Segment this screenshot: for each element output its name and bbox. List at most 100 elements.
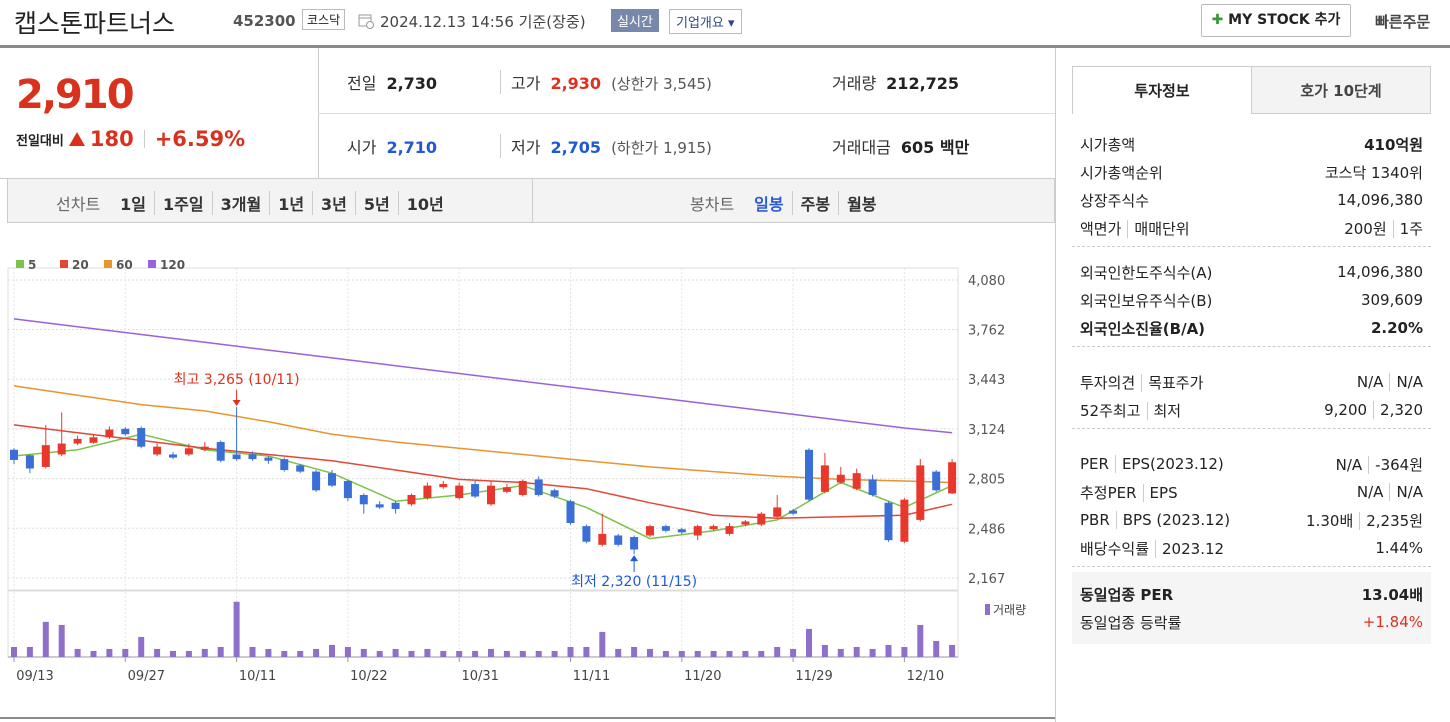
candle-body — [232, 454, 241, 460]
info-section: 투자의견 목표주가 N/A N/A 52주최고 최저 9,200 2,320 — [1072, 364, 1431, 429]
x-tick-label: 10/22 — [350, 669, 387, 684]
info-row: 투자의견 목표주가 N/A N/A — [1072, 368, 1431, 396]
tab-item[interactable]: 3년 — [312, 191, 355, 215]
candle-body — [153, 446, 162, 455]
candle-body — [248, 454, 257, 460]
label-part: 외국인한도주식수(A) — [1080, 263, 1213, 282]
value-part: 200원 — [1344, 219, 1387, 238]
info-row: 상장주식수 14,096,380 — [1072, 186, 1431, 214]
summary-field: 시가 2,710 — [347, 134, 437, 158]
volume-bar — [360, 648, 367, 657]
label-part: 시가총액 — [1080, 135, 1136, 154]
tab-item[interactable]: 주봉 — [791, 191, 838, 215]
stock-name: 캡스톤파트너스 — [14, 9, 176, 38]
tab-label: 봉차트 — [690, 195, 735, 214]
candle-body — [137, 427, 146, 447]
info-tab[interactable]: 투자정보 — [1072, 66, 1252, 114]
volume-bar — [313, 648, 320, 657]
y-tick-label: 3,762 — [968, 324, 1005, 339]
volume-bar — [456, 650, 463, 657]
label-part: 동일업종 등락률 — [1080, 613, 1182, 632]
volume-bar — [249, 646, 256, 657]
mystock-button[interactable]: ✚ MY STOCK 추가 — [1201, 4, 1351, 37]
candle-body — [550, 490, 559, 497]
candle-body — [709, 526, 718, 530]
label-part: 동일업종 PER — [1080, 585, 1174, 604]
volume-bar — [106, 648, 113, 657]
tab-item[interactable]: 5년 — [354, 191, 398, 215]
label-part: 목표주가 — [1141, 373, 1204, 392]
volume-bar — [42, 621, 49, 657]
volume-bar — [869, 648, 876, 657]
row-label: 투자의견 목표주가 — [1080, 372, 1204, 393]
row-value: 410억원 — [1364, 134, 1423, 155]
value-part: 1.44% — [1375, 539, 1423, 557]
tab-item[interactable]: 1주일 — [154, 191, 212, 215]
volume-bar — [26, 646, 33, 657]
volume-bar — [376, 650, 383, 657]
volume-bar — [821, 644, 828, 657]
field-value: 212,725 — [886, 74, 960, 93]
candle-body — [280, 459, 289, 471]
tab-item[interactable]: 1일 — [120, 195, 147, 214]
candle-body — [725, 526, 734, 534]
volume-bar — [583, 646, 590, 657]
volume-bar — [599, 631, 606, 657]
field-label: 시가 — [347, 138, 377, 157]
value-part: 14,096,380 — [1337, 191, 1423, 209]
volume-bar — [297, 650, 304, 657]
value-part: N/A — [1356, 373, 1384, 391]
legend-label: 5 — [28, 258, 36, 272]
volume-bar — [567, 646, 574, 657]
candle-body — [534, 479, 543, 495]
field-value: 2,730 — [386, 74, 438, 93]
volume-legend-swatch — [985, 604, 990, 615]
candle-body — [661, 526, 670, 531]
row-label: PER EPS(2023.12) — [1080, 455, 1224, 473]
volume-bar — [424, 648, 431, 657]
tab-item[interactable]: 3개월 — [211, 191, 270, 215]
candle-body — [10, 449, 18, 460]
candle-body — [948, 462, 957, 494]
row-label: 외국인소진율(B/A) — [1080, 318, 1205, 339]
y-tick-label: 2,805 — [968, 473, 1005, 488]
x-tick-label: 09/27 — [128, 669, 165, 684]
volume-legend: 거래량 — [993, 603, 1026, 617]
value-part: N/A — [1389, 373, 1423, 391]
candle-body — [757, 513, 766, 525]
info-row: 52주최고 최저 9,200 2,320 — [1072, 396, 1431, 424]
candle-body — [693, 526, 702, 536]
label-part: 투자의견 — [1080, 373, 1136, 392]
label-part: EPS — [1142, 483, 1178, 502]
tab-item[interactable]: 일봉 — [754, 195, 784, 214]
company-button[interactable]: 기업개요 ▾ — [669, 9, 742, 34]
min-annotation: 최저 2,320 (11/15) — [571, 574, 697, 590]
volume-bar — [535, 650, 542, 657]
info-row: 액면가 매매단위 200원 1주 — [1072, 214, 1431, 242]
candle-body — [773, 507, 782, 517]
info-tab[interactable]: 호가 10단계 — [1251, 66, 1431, 114]
row-label: 52주최고 최저 — [1080, 400, 1182, 421]
tab-item[interactable]: 1년 — [269, 191, 312, 215]
candle-body — [820, 465, 829, 492]
volume-bar — [344, 646, 351, 657]
info-row: 외국인보유주식수(B) 309,609 — [1072, 286, 1431, 314]
candle-body — [789, 510, 798, 514]
label-part: 최저 — [1146, 401, 1182, 420]
realtime-badge[interactable]: 실시간 — [611, 9, 659, 32]
info-row: 동일업종 PER 13.04배 — [1072, 580, 1431, 608]
change-pct: +6.59% — [154, 127, 246, 151]
legend-swatch — [148, 260, 156, 268]
tab-item[interactable]: 월봉 — [838, 191, 884, 215]
quick-order[interactable]: 빠른주문 — [1375, 13, 1431, 31]
label-part: 52주최고 — [1080, 401, 1141, 420]
candle-body — [630, 537, 639, 550]
min-arrowhead — [630, 555, 639, 562]
x-tick-label: 11/11 — [573, 669, 610, 684]
info-panel: 투자정보 호가 10단계 시가총액 410억원 시가총액순위 코스닥 1340위 상장주식수… — [1055, 48, 1450, 722]
candle-body — [359, 494, 368, 505]
tab-item[interactable]: 10년 — [397, 191, 452, 215]
volume-bar — [281, 650, 288, 657]
legend-label: 120 — [160, 258, 185, 272]
